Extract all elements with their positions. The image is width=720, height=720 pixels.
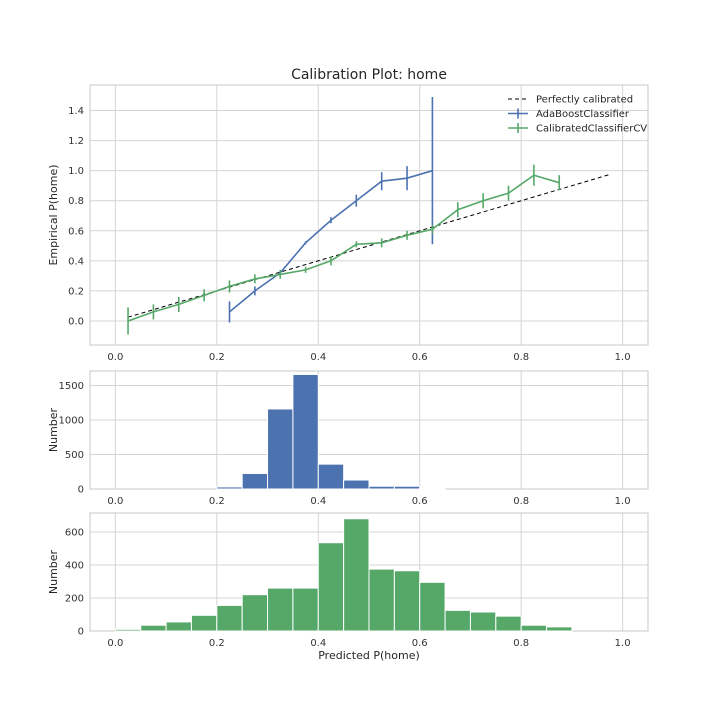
- adaboost-histogram-bar: [317, 463, 345, 490]
- calibration-y-tick-label: 0.2: [68, 286, 84, 297]
- calibration-x-tick-label: 0.8: [513, 352, 529, 363]
- calibration-x-tick-label: 0.0: [107, 352, 123, 363]
- calibrated-histogram-bar: [241, 594, 269, 632]
- calibrated-histogram-bar: [267, 587, 294, 632]
- calibrated-histogram-x-tick-label: 0.6: [412, 638, 428, 649]
- calibrated-histogram-y-tick-label: 600: [65, 527, 84, 538]
- calibration-y-tick-label: 0.8: [68, 196, 84, 207]
- adaboost-histogram-y-tick-label: 0: [78, 485, 84, 496]
- perfectly-calibrated-line: [127, 173, 611, 318]
- calibrated-histogram-bar: [546, 626, 573, 632]
- calibration-x-tick-label: 0.4: [310, 352, 326, 363]
- calibrated-histogram-x-tick-label: 0.2: [209, 638, 225, 649]
- calibrated-histogram-x-tick-label: 0.8: [513, 638, 529, 649]
- adaboost-histogram-bar: [241, 472, 269, 490]
- calibrated-histogram-bar: [469, 611, 497, 632]
- adaboost-histogram-x-tick-label: 0.8: [513, 496, 529, 507]
- adaboost-histogram-bar: [393, 485, 421, 490]
- adaboost-histogram-y-tick-label: 1500: [59, 381, 84, 392]
- calibration-x-tick-label: 0.2: [209, 352, 225, 363]
- adaboost-histogram-x-tick-label: 0.0: [107, 496, 123, 507]
- calibrated-histogram-x-tick-label: 0.4: [310, 638, 326, 649]
- adaboost-histogram-bar: [216, 486, 243, 490]
- calibration-frame: [89, 84, 649, 346]
- legend-calibratedclassifiercv-label: CalibratedClassifierCV: [536, 124, 647, 135]
- adaboost-histogram-bar: [419, 487, 446, 490]
- calibrated-histogram-bar: [495, 615, 522, 632]
- adaboost-histogram-x-tick-label: 0.4: [310, 496, 326, 507]
- adaboost-histogram-y-axis-label: Number: [47, 407, 60, 452]
- calibrated-histogram-y-tick-label: 200: [65, 593, 84, 604]
- calibrated-histogram-x-tick-label: 0.0: [107, 638, 123, 649]
- calibrated-histogram-bar: [140, 624, 167, 632]
- adaboost-histogram-bar: [368, 485, 395, 490]
- calibrated-histogram-x-axis-label: Predicted P(home): [318, 649, 420, 662]
- calibrated-histogram-y-tick-label: 400: [65, 560, 84, 571]
- legend-adaboostclassifier-label: AdaBoostClassifier: [536, 109, 630, 120]
- calibrated-histogram-y-axis-label: Number: [47, 549, 60, 594]
- calibration-x-tick-label: 1.0: [615, 352, 631, 363]
- calibration-y-tick-label: 1.0: [68, 166, 84, 177]
- calibration-y-axis-label: Empirical P(home): [47, 164, 60, 265]
- calibration-y-tick-label: 1.4: [68, 106, 84, 117]
- adaboost-histogram-bar: [292, 373, 319, 490]
- calibrated-histogram-bar: [393, 570, 421, 632]
- calibrated-histogram-x-tick-label: 1.0: [615, 638, 631, 649]
- calibration-x-tick-label: 0.6: [412, 352, 428, 363]
- adaboost-histogram-y-tick-label: 500: [65, 450, 84, 461]
- calibration-y-tick-label: 0.0: [68, 316, 84, 327]
- calibrated-histogram-bar: [368, 568, 395, 632]
- adaboost-histogram-y-tick-label: 1000: [59, 415, 84, 426]
- adaboost-histogram-frame: [89, 370, 649, 490]
- calibrated-histogram-bar: [190, 614, 218, 632]
- calibrated-histogram-bar: [317, 542, 345, 632]
- calibrated-histogram-bar: [419, 581, 446, 632]
- calibration-y-tick-label: 0.6: [68, 226, 84, 237]
- calibrated-histogram-panel: 0.0 0.2 0.4 0.6 0.8 1.0 0 200 400 600 Number Predic…: [47, 512, 649, 662]
- calibrated-histogram-bar: [444, 609, 471, 632]
- calibrated-histogram-bar: [343, 518, 370, 632]
- calibrated-histogram-bar: [292, 587, 319, 632]
- calibrated-histogram-bar: [520, 624, 548, 632]
- calibrated-histogram-bar: [216, 604, 243, 632]
- calibrated-histogram-y-tick-label: 0: [78, 627, 84, 638]
- adaboost-histogram-x-tick-label: 0.2: [209, 496, 225, 507]
- adaboost-histogram-x-tick-label: 1.0: [615, 496, 631, 507]
- calibration-y-tick-label: 1.2: [68, 136, 84, 147]
- calibration-y-tick-label: 0.4: [68, 256, 84, 267]
- adaboost-histogram-panel: 0.0 0.2 0.4 0.6 0.8 1.0 0 500 1000 1500 Number: [47, 370, 649, 507]
- adaboost-histogram-bar: [343, 479, 370, 490]
- calibratedclassifiercv-line: [127, 174, 560, 322]
- calibration-title: Calibration Plot: home: [291, 67, 447, 83]
- adaboost-histogram-bar: [267, 408, 294, 490]
- calibrated-histogram-bar: [165, 621, 192, 632]
- calibration-panel: 0.0 0.2 0.4 0.6 0.8 1.0 0.0 0.2 0.4 0.6 0.8 1.0 1.2 1…: [47, 67, 649, 363]
- legend-perfectly-calibrated-label: Perfectly calibrated: [536, 95, 633, 106]
- adaboost-histogram-x-tick-label: 0.6: [412, 496, 428, 507]
- calibrated-histogram-bar: [114, 628, 142, 632]
